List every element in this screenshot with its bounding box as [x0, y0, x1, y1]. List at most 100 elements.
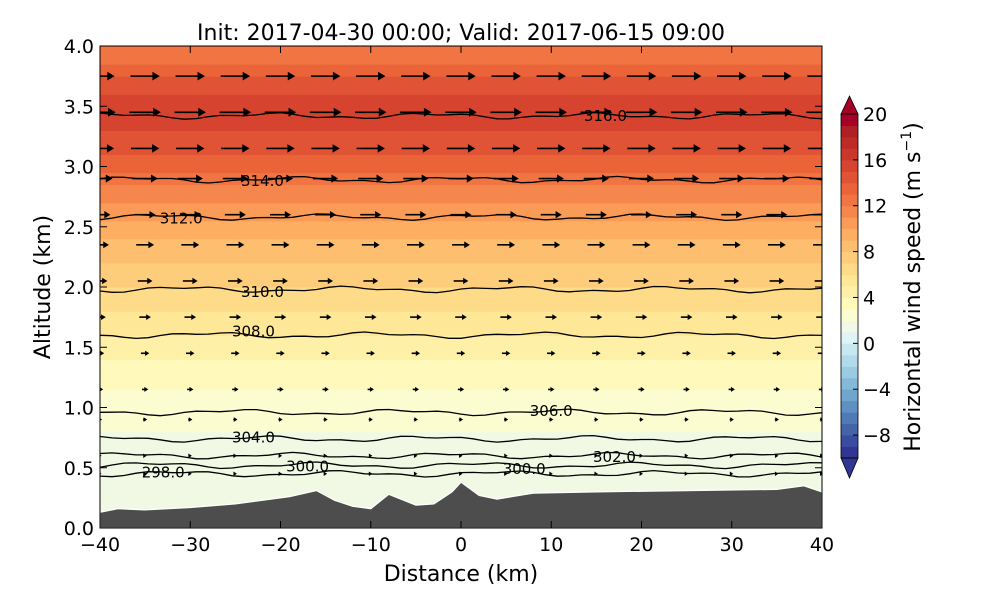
wind-vector-head [599, 241, 606, 249]
y-tick-label: 3.5 [64, 96, 94, 118]
wind-vector-head [504, 471, 508, 477]
wind-vector-head [278, 471, 282, 477]
wind-vector-head [103, 241, 109, 249]
colorbar-swatch [841, 114, 858, 126]
wind-vector-head [191, 314, 197, 321]
wind-vector-head [557, 174, 564, 183]
wind-vectors [100, 71, 836, 477]
wind-vector-head [333, 107, 342, 117]
wind-vector-head [242, 144, 250, 153]
wind-vector-head [378, 107, 387, 117]
wind-vector-head [731, 350, 736, 356]
wind-vector-head [642, 314, 648, 321]
isentrope-310.0 [100, 285, 822, 294]
wind-speed-band [100, 52, 822, 59]
wind-vector-head [688, 277, 694, 285]
x-tick-label: −20 [260, 534, 300, 556]
colorbar-swatch [841, 377, 858, 390]
wind-vector-head [736, 211, 743, 219]
wind-vector-head [596, 350, 601, 356]
colorbar-tick-label: 16 [863, 150, 887, 172]
isentrope-label: 306.0 [530, 402, 573, 420]
wind-speed-band [100, 449, 822, 457]
wind-speed-band [100, 208, 822, 216]
wind-speed-band [100, 437, 822, 445]
wind-vector-head [329, 211, 337, 219]
terrain-shape [100, 481, 822, 528]
wind-vector-head [378, 71, 386, 81]
wind-speed-band [100, 293, 822, 300]
y-tick-label: 0.5 [64, 458, 94, 480]
colorbar-label: Horizontal wind speed (m s−1) [899, 122, 926, 452]
wind-vector-head [504, 453, 508, 458]
wind-vector-head [776, 386, 781, 392]
wind-vector-head [377, 144, 385, 153]
colorbar-swatch [841, 435, 858, 448]
wind-vector-head [106, 144, 115, 153]
wind-vector-head [370, 350, 375, 356]
colorbar-swatch [841, 240, 858, 253]
wind-vector-head [783, 144, 792, 153]
wind-speed-band [100, 58, 822, 65]
wind-vector-head [640, 386, 645, 392]
wind-speed-band [100, 214, 822, 222]
wind-vector-head [323, 471, 328, 477]
y-tick-label: 0.0 [64, 518, 94, 540]
wind-vector-head [235, 350, 240, 356]
wind-vector-head [459, 471, 463, 477]
wind-vector-head [413, 471, 418, 477]
colorbar-swatch [841, 159, 858, 172]
wind-vector-head [242, 71, 251, 81]
colorbar-extend-min [840, 457, 859, 480]
wind-vector-head [102, 277, 108, 285]
colorbar-swatch [841, 263, 858, 276]
wind-vector-head [597, 314, 603, 321]
wind-vector-head [730, 417, 734, 422]
colorbar-swatch [841, 148, 858, 161]
wind-vector-head [150, 174, 158, 183]
colorbar-swatch [841, 251, 858, 264]
wind-speed-band [100, 82, 822, 89]
wind-speed-band [100, 250, 822, 258]
wind-vector-head [829, 72, 836, 81]
wind-vector-head [739, 71, 747, 81]
wind-vector-head [375, 211, 382, 219]
wind-vector-head [282, 277, 288, 285]
x-axis-label: Distance (km) [384, 562, 539, 587]
x-axis: −40 −30 −20 −10 0 10 20 30 40 [80, 46, 834, 556]
wind-vector-head [331, 174, 339, 183]
colorbar-swatch [841, 286, 858, 298]
wind-vector-head [734, 241, 741, 249]
wind-vector-head [236, 314, 242, 321]
wind-vector-head [693, 144, 701, 153]
wind-vector-head [326, 314, 332, 321]
wind-speed-band [100, 112, 822, 119]
colorbar-swatch [841, 423, 858, 436]
wind-speed-band [100, 280, 822, 288]
wind-vector-head [464, 241, 470, 249]
wind-vector-head [551, 350, 556, 356]
wind-vector-head [278, 417, 283, 422]
isentrope-labels: 298.0 300.0 300.0 302.0 304.0 306.0 308.0 310.0… [142, 107, 636, 482]
wind-speed-band [100, 196, 822, 204]
colorbar-swatch [841, 446, 858, 459]
wind-vector-head [143, 471, 147, 477]
wind-vector-head [279, 386, 284, 392]
wind-speed-band [100, 317, 822, 324]
colorbar-swatch [841, 343, 858, 356]
wind-vector-head [107, 71, 115, 81]
wind-vector-head [152, 71, 160, 81]
wind-vector-head [514, 107, 522, 117]
x-tick-label: −10 [351, 534, 391, 556]
wind-speed-band [100, 94, 822, 101]
isentrope-label: 312.0 [160, 209, 203, 227]
wind-vector-head [647, 174, 655, 183]
wind-vector-head [415, 386, 420, 392]
wind-vector-head [324, 417, 328, 422]
wind-vector-head [287, 71, 296, 81]
wind-speed-band [100, 455, 822, 463]
wind-speed-band [100, 341, 822, 348]
wind-speed-band [100, 377, 822, 384]
wind-vector-head [192, 277, 198, 285]
wind-vector-head [423, 107, 432, 117]
